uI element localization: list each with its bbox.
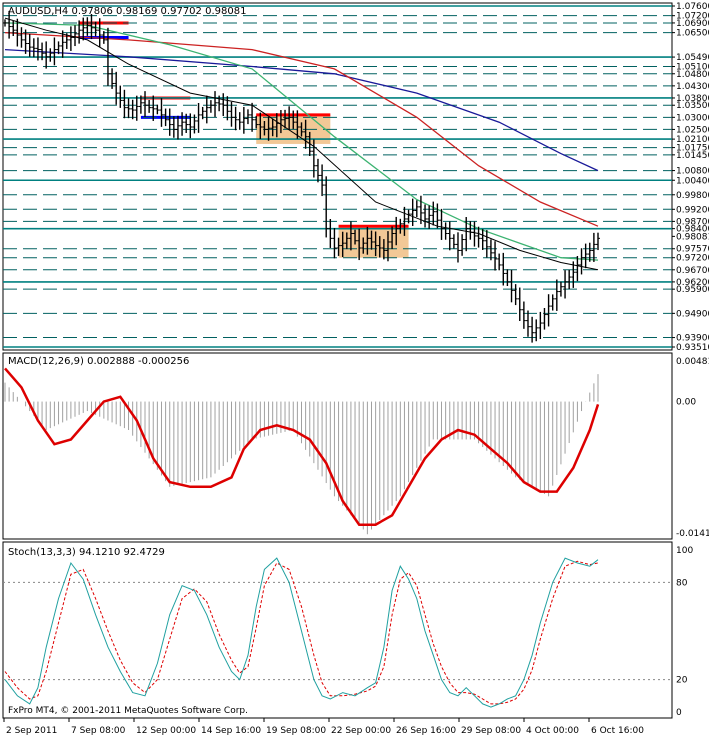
stoch-axis: 100 80 20 0 xyxy=(676,546,693,718)
price-bars xyxy=(3,10,600,343)
time-axis-label: 4 Oct 00:00 xyxy=(526,726,579,736)
macd-axis-label: 0.00 xyxy=(676,398,696,408)
price-axis-label: 1.01750 xyxy=(676,144,709,154)
price-axis-label: 1.00800 xyxy=(676,167,709,177)
price-axis-label: 1.06900 xyxy=(676,19,709,29)
time-axis-label: 7 Sep 08:00 xyxy=(71,726,126,736)
price-axis-label: 0.93510 xyxy=(676,343,709,353)
ma-red-line xyxy=(4,31,599,227)
stoch-levels xyxy=(3,581,672,681)
price-pane: 1.076001.072001.069001.06500 1.054901.051… xyxy=(2,2,709,353)
ma-blue-line xyxy=(4,48,599,172)
ma-green-line xyxy=(4,22,599,261)
macd-axis-label: 0.00481 xyxy=(676,357,709,367)
stoch-axis-label: 20 xyxy=(676,676,688,686)
time-axis-label: 29 Sep 08:00 xyxy=(461,726,521,736)
price-axis-label: 1.06500 xyxy=(676,29,709,39)
macd-axis-label: -0.01419 xyxy=(676,529,709,539)
zone-box xyxy=(338,226,409,258)
stoch-pane-frame xyxy=(2,541,673,719)
price-axis-label: 1.03500 xyxy=(676,101,709,111)
macd-pane-frame xyxy=(2,352,673,540)
price-axis-label: 1.04800 xyxy=(676,70,709,80)
price-axis-label: 1.02100 xyxy=(676,135,709,145)
macd-title: MACD(12,26,9) 0.002888 -0.000256 xyxy=(8,356,189,367)
price-axis-label: 1.07600 xyxy=(676,2,709,12)
symbol-title: AUDUSD,H4 0.97806 0.98169 0.97702 0.9808… xyxy=(8,6,246,17)
price-axis-label: 1.03000 xyxy=(676,113,709,123)
copyright-text: FxPro MT4, © 2001-2011 MetaQuotes Softwa… xyxy=(8,706,248,716)
time-axis-label: 12 Sep 00:00 xyxy=(136,726,196,736)
macd-histogram xyxy=(4,374,599,535)
price-axis-label: 1.03800 xyxy=(676,94,709,104)
stoch-main-line xyxy=(4,557,599,708)
price-axis-label: 0.98081 xyxy=(676,232,709,242)
time-axis-label: 26 Sep 16:00 xyxy=(396,726,456,736)
macd-signal-line xyxy=(4,367,600,526)
time-axis-label: 2 Sep 2011 xyxy=(6,726,57,736)
stoch-pane: 100 80 20 0 Stoch(13,3,3) 94.1210 92.4729 F… xyxy=(2,541,693,719)
price-axis-label: 1.05100 xyxy=(676,63,709,73)
time-axis-label: 19 Sep 08:00 xyxy=(266,726,326,736)
macd-axis: 0.00481 0.00 -0.01419 xyxy=(676,357,709,539)
stoch-title: Stoch(13,3,3) 94.1210 92.4729 xyxy=(8,547,165,558)
macd-pane: 0.00481 0.00 -0.01419 MACD(12,26,9) 0.0028… xyxy=(2,352,709,540)
price-axis-label: 1.04300 xyxy=(676,82,709,92)
time-axis-label: 22 Sep 00:00 xyxy=(331,726,391,736)
price-axis-label: 1.07200 xyxy=(676,12,709,22)
price-axis-label: 1.02500 xyxy=(676,125,709,135)
stoch-axis-label: 80 xyxy=(676,578,688,588)
time-axis-label: 6 Oct 16:00 xyxy=(591,726,644,736)
price-pane-frame xyxy=(2,2,673,351)
price-axis-label: 1.05490 xyxy=(676,53,709,63)
price-axis-label: 1.01450 xyxy=(676,151,709,161)
price-axis: 1.076001.072001.069001.06500 1.054901.051… xyxy=(672,2,709,353)
time-axis: 2 Sep 2011 7 Sep 08:00 12 Sep 00:00 14 Sep … xyxy=(3,718,644,736)
stoch-axis-label: 0 xyxy=(676,708,682,718)
time-axis-label: 14 Sep 16:00 xyxy=(201,726,261,736)
stoch-signal-line xyxy=(4,560,599,705)
stoch-axis-label: 100 xyxy=(676,546,693,556)
